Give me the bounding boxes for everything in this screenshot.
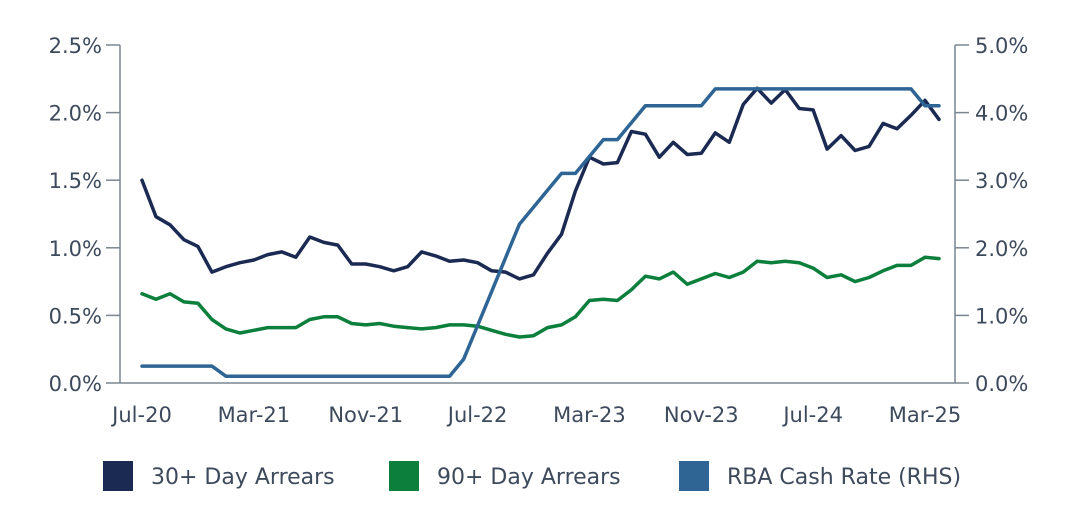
right-y-tick-label: 0.0%	[975, 372, 1028, 396]
right-y-tick-label: 4.0%	[975, 102, 1028, 126]
left-y-tick-label: 2.5%	[49, 34, 102, 58]
right-y-tick-label: 1.0%	[975, 304, 1028, 328]
right-y-tick-label: 3.0%	[975, 169, 1028, 193]
legend-label: 30+ Day Arrears	[151, 465, 335, 490]
series-line-rba-cash-rate-rhs	[140, 87, 941, 378]
x-tick-label: Mar-25	[889, 403, 962, 427]
left-y-tick-label: 0.0%	[49, 372, 102, 396]
right-y-tick-label: 5.0%	[975, 34, 1028, 58]
series-line-90-day-arrears	[140, 255, 941, 339]
x-tick-label: Jul-22	[446, 403, 508, 427]
x-tick-label: Nov-21	[328, 403, 403, 427]
x-tick-label: Mar-21	[218, 403, 291, 427]
legend-swatch	[103, 461, 133, 491]
legend-label: 90+ Day Arrears	[437, 465, 621, 490]
x-tick-label: Nov-23	[664, 403, 739, 427]
left-y-tick-label: 1.0%	[49, 237, 102, 261]
right-y-tick-label: 2.0%	[975, 237, 1028, 261]
x-tick-label: Mar-23	[553, 403, 626, 427]
left-y-tick-label: 2.0%	[49, 102, 102, 126]
legend-swatch	[389, 461, 419, 491]
x-tick-label: Jul-24	[781, 403, 843, 427]
series-line-30-day-arrears	[140, 86, 941, 281]
left-y-tick-label: 1.5%	[49, 169, 102, 193]
left-y-tick-label: 0.5%	[49, 304, 102, 328]
legend-label: RBA Cash Rate (RHS)	[727, 465, 961, 490]
legend-swatch	[679, 461, 709, 491]
x-tick-label: Jul-20	[110, 403, 172, 427]
